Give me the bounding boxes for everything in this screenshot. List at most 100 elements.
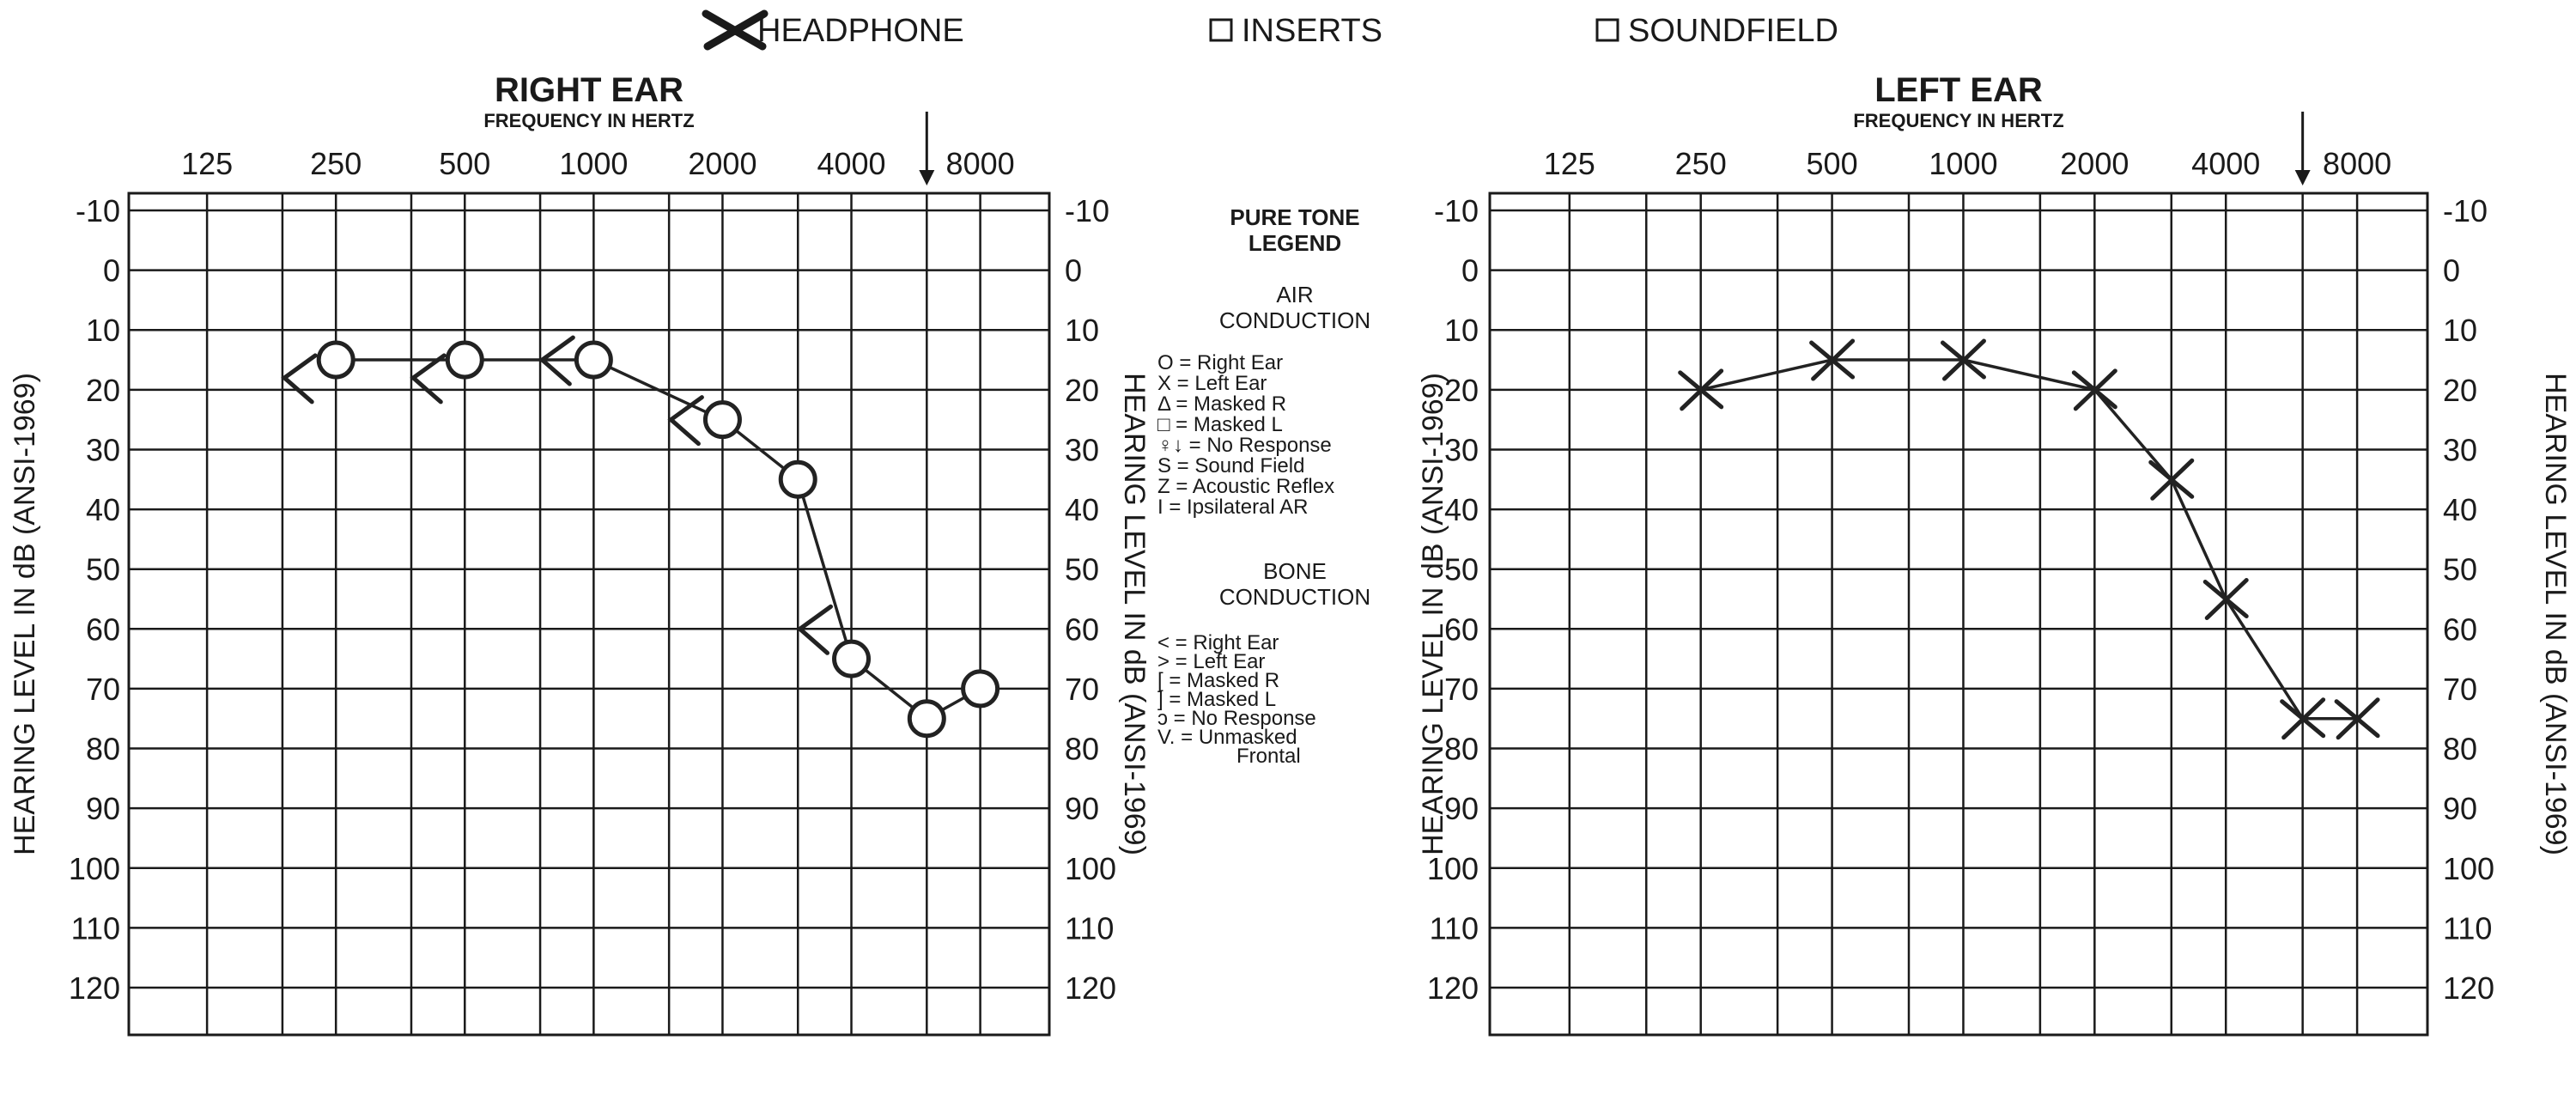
legend-title: LEGEND <box>1249 230 1341 256</box>
point-right-ear <box>778 459 817 499</box>
x-tick-label: 8000 <box>2323 146 2391 181</box>
legend-item: V. = Unmasked <box>1157 726 1297 749</box>
point-right-ear <box>961 669 1000 709</box>
y-tick-label: 20 <box>86 373 120 408</box>
chart-title: LEFT EAR <box>1874 71 2043 109</box>
point-right-ear <box>907 699 946 739</box>
legend-item: [ = Masked R <box>1157 669 1279 692</box>
y-tick-label: 50 <box>86 552 120 587</box>
y-tick-label-right: 90 <box>1065 791 1099 826</box>
y-axis-title-right: HEARING LEVEL IN dB (ANSI-1969) <box>2539 373 2572 855</box>
y-axis-title: HEARING LEVEL IN dB (ANSI-1969) <box>9 373 41 855</box>
point-left-ear <box>2071 368 2117 411</box>
y-tick-label: 90 <box>1444 791 1479 826</box>
y-tick-label: 30 <box>86 432 120 467</box>
point-right-ear <box>832 639 872 678</box>
series-bone-right <box>281 335 834 655</box>
y-tick-label: 40 <box>1444 492 1479 527</box>
legend-section-title: CONDUCTION <box>1219 584 1370 610</box>
x-tick-label: 8000 <box>946 146 1015 181</box>
point-left-ear <box>2202 578 2249 620</box>
y-tick-label-right: 60 <box>1065 611 1099 647</box>
legend-item: X = Left Ear <box>1157 372 1267 395</box>
point-left-ear <box>1678 368 1724 411</box>
y-tick-label: 40 <box>86 492 120 527</box>
point-bone-conduction <box>281 353 318 405</box>
option-label: HEADPHONE <box>757 13 964 49</box>
point-left-ear <box>2148 458 2195 501</box>
point-left-ear <box>2334 697 2380 740</box>
legend-item: O = Right Ear <box>1157 351 1283 374</box>
point-left-ear <box>2280 697 2326 740</box>
y-tick-label-right: 70 <box>1065 672 1099 707</box>
plot-frame <box>127 192 1051 1037</box>
plot-frame <box>1488 192 2429 1037</box>
x-tick-label: 2000 <box>688 146 756 181</box>
y-tick-label-right: 100 <box>2443 851 2494 886</box>
y-tick-label: 100 <box>1427 851 1479 886</box>
y-tick-label-right: 80 <box>2443 732 2477 767</box>
y-tick-label: 90 <box>86 791 120 826</box>
y-tick-label: 20 <box>1444 373 1479 408</box>
y-tick-label-right: 20 <box>1065 373 1099 408</box>
y-tick-label-right: -10 <box>2443 193 2488 228</box>
legend-item: □ = Masked L <box>1157 413 1283 436</box>
legend-item: < = Right Ear <box>1157 631 1279 654</box>
y-tick-label: 0 <box>103 253 120 289</box>
legend-item: ♀↓ = No Response <box>1157 434 1332 457</box>
y-tick-label-right: 60 <box>2443 611 2477 647</box>
y-tick-label-right: 40 <box>1065 492 1099 527</box>
x-tick-label: 1000 <box>1929 146 1997 181</box>
option-label: SOUNDFIELD <box>1628 13 1838 49</box>
x-tick-label: 1000 <box>559 146 628 181</box>
point-left-ear <box>1940 338 1986 381</box>
legend-section-title: AIR <box>1276 282 1313 307</box>
legend-item: I = Ipsilateral AR <box>1157 496 1308 519</box>
y-tick-label-right: 20 <box>2443 373 2477 408</box>
series-air <box>316 340 1000 739</box>
chart-subtitle: FREQUENCY IN HERTZ <box>1853 110 2063 131</box>
transducer-options: HEADPHONE INSERTS SOUNDFIELD <box>702 9 1838 51</box>
point-left-ear <box>1809 338 1856 381</box>
y-tick-label-right: 10 <box>2443 313 2477 348</box>
y-tick-label: 70 <box>86 672 120 707</box>
y-tick-label-right: 0 <box>1065 253 1082 289</box>
x-tick-label: 250 <box>1675 146 1727 181</box>
y-tick-label-right: 120 <box>2443 970 2494 1006</box>
y-tick-label-right: 70 <box>2443 672 2477 707</box>
x-tick-label: 2000 <box>2060 146 2129 181</box>
y-tick-label: 10 <box>1444 313 1479 348</box>
point-right-ear <box>445 340 484 380</box>
checked-x-mark <box>702 9 769 51</box>
y-tick-label: 120 <box>1427 970 1479 1006</box>
legend-title: PURE TONE <box>1230 204 1359 230</box>
point-right-ear <box>316 340 355 380</box>
option-inserts: INSERTS <box>1209 13 1382 49</box>
y-tick-label: 60 <box>86 611 120 647</box>
y-tick-label-right: 50 <box>1065 552 1099 587</box>
legend-section-title: BONE <box>1263 558 1327 584</box>
y-tick-label-right: -10 <box>1065 193 1109 228</box>
point-bone-conduction <box>796 604 834 655</box>
y-tick-label-right: 0 <box>2443 253 2460 289</box>
y-tick-label: -10 <box>76 193 120 228</box>
option-label: INSERTS <box>1242 13 1382 49</box>
y-tick-label-right: 40 <box>2443 492 2477 527</box>
y-tick-label: 10 <box>86 313 120 348</box>
y-tick-label-right: 30 <box>2443 432 2477 467</box>
point-bone-conduction <box>538 335 575 386</box>
y-tick-label: 100 <box>69 851 120 886</box>
y-tick-label: 120 <box>69 970 120 1006</box>
legend-item: Δ = Masked R <box>1157 392 1286 416</box>
y-tick-label: 110 <box>71 910 120 946</box>
x-tick-label: 125 <box>1544 146 1595 181</box>
x-tick-label: 250 <box>310 146 361 181</box>
point-right-ear <box>574 340 613 380</box>
legend-item: ] = Masked L <box>1157 688 1276 711</box>
y-tick-label-right: 10 <box>1065 313 1099 348</box>
x-tick-label: 125 <box>181 146 233 181</box>
